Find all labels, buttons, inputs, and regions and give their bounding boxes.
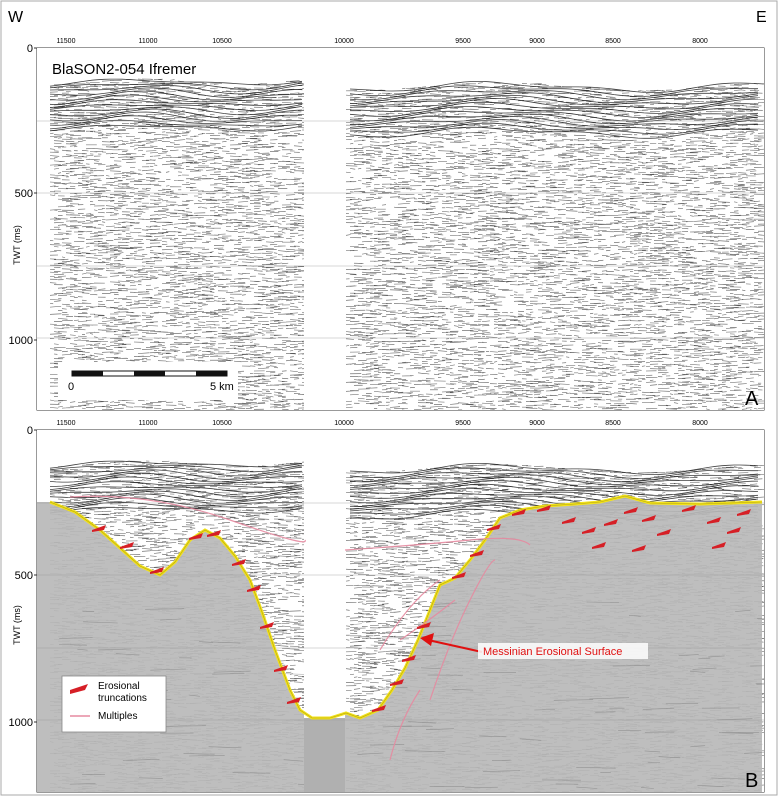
cdp-tick-label: 10500 — [212, 420, 232, 427]
cdp-tick-label: 10500 — [212, 38, 232, 45]
cdp-tick-label: 11000 — [139, 38, 158, 45]
twt-axis-b: 0 500 1000 — [9, 425, 37, 729]
cdp-tick-label: 8500 — [605, 38, 621, 45]
seismic-section-b — [37, 430, 764, 792]
twt-tick-label: 1000 — [9, 335, 33, 347]
legend: Erosional truncations Multiples — [61, 675, 167, 733]
panel-a-label: A — [745, 388, 759, 410]
cdp-tick-label: 8000 — [692, 38, 708, 45]
twt-axis-a: 0 500 1000 — [9, 43, 37, 347]
truncation-symbol — [70, 684, 88, 694]
scale-start: 0 — [68, 381, 74, 393]
legend-erosional-1: Erosional truncations — [98, 681, 147, 704]
cdp-tick-label: 9000 — [529, 420, 545, 427]
panel-b-label: B — [745, 770, 758, 792]
twt-tick-label: 0 — [27, 425, 33, 437]
cdp-tick-label: 10000 — [334, 38, 354, 45]
cdp-tick-label: 9500 — [455, 420, 471, 427]
cdp-axis-b: 11500 11000 10500 10000 9500 9000 8500 8000 — [57, 420, 708, 427]
cdp-tick-label: 9500 — [455, 38, 471, 45]
survey-title: BlaSON2-054 Ifremer — [52, 61, 196, 78]
east-label: E — [756, 9, 767, 26]
twt-label-b: TWT (ms) — [12, 605, 22, 645]
cdp-tick-label: 9000 — [529, 38, 545, 45]
west-label: W — [8, 9, 24, 26]
cdp-tick-label: 11000 — [139, 420, 158, 427]
seismic-section-a — [37, 48, 764, 410]
cdp-axis-a: 11500 11000 10500 10000 9500 9000 8500 8000 — [57, 38, 708, 45]
mes-label: Messinian Erosional Surface — [483, 646, 622, 658]
scale-end: 5 km — [210, 381, 234, 393]
twt-tick-label: 1000 — [9, 717, 33, 729]
twt-tick-label: 0 — [27, 43, 33, 55]
cdp-tick-label: 8500 — [605, 420, 621, 427]
interpretation-overlay — [49, 494, 763, 761]
scale-bar: 0 5 km — [68, 370, 234, 393]
cdp-tick-label: 11500 — [57, 38, 76, 45]
twt-tick-label: 500 — [15, 570, 33, 582]
mes-annotation: Messinian Erosional Surface — [420, 633, 648, 659]
cdp-tick-label: 11500 — [57, 420, 76, 427]
cdp-tick-label: 8000 — [692, 420, 708, 427]
twt-label-a: TWT (ms) — [12, 225, 22, 265]
cdp-tick-label: 10000 — [334, 420, 354, 427]
twt-tick-label: 500 — [15, 188, 33, 200]
legend-multiples: Multiples — [98, 711, 137, 722]
